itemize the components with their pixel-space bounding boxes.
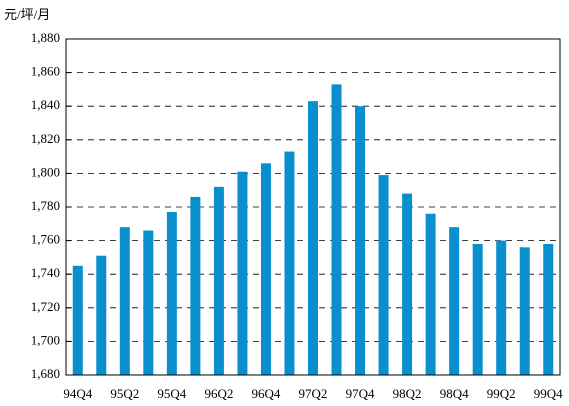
bar: [355, 106, 366, 375]
x-tick-label: 98Q4: [440, 386, 469, 401]
bar: [308, 101, 318, 375]
y-tick-label: 1,800: [31, 164, 60, 179]
y-tick-label: 1,720: [31, 299, 60, 314]
bar: [190, 196, 201, 375]
x-tick-label: 97Q4: [346, 386, 375, 401]
bar: [496, 240, 507, 375]
bar: [543, 243, 554, 375]
bar: [425, 213, 436, 375]
y-tick-label: 1,820: [31, 131, 60, 146]
x-tick-label: 96Q4: [252, 386, 281, 401]
y-tick-label: 1,840: [31, 97, 60, 112]
bar: [449, 227, 460, 375]
bar: [166, 212, 177, 375]
plot-frame: [65, 38, 561, 376]
y-tick-label: 1,860: [31, 64, 60, 79]
x-tick-label: 99Q4: [534, 386, 563, 401]
x-tick-label: 98Q2: [393, 386, 422, 401]
bar: [378, 175, 389, 375]
y-tick-label: 1,680: [31, 366, 60, 381]
bar: [402, 193, 413, 375]
bar: [472, 243, 483, 375]
bar: [237, 171, 248, 375]
y-axis-label: 元/坪/月: [4, 7, 50, 22]
bar: [96, 255, 107, 375]
x-tick-label: 95Q2: [110, 386, 139, 401]
y-tick-label: 1,780: [31, 198, 60, 213]
bar: [72, 265, 83, 375]
y-tick-label: 1,760: [31, 232, 60, 247]
x-tick-label: 94Q4: [63, 386, 92, 401]
bar: [260, 163, 271, 375]
y-tick-label: 1,740: [31, 265, 60, 280]
bar: [519, 247, 530, 375]
bar: [119, 227, 130, 375]
x-tick-label: 99Q2: [487, 386, 516, 401]
bar: [284, 151, 295, 375]
y-tick-label: 1,880: [31, 30, 60, 45]
x-tick-label: 96Q2: [204, 386, 233, 401]
x-tick-label: 97Q2: [299, 386, 328, 401]
bar: [331, 84, 342, 376]
bar: [143, 230, 154, 375]
bar: [213, 186, 224, 375]
x-tick-label: 95Q4: [157, 386, 186, 401]
y-tick-label: 1,700: [31, 332, 60, 347]
